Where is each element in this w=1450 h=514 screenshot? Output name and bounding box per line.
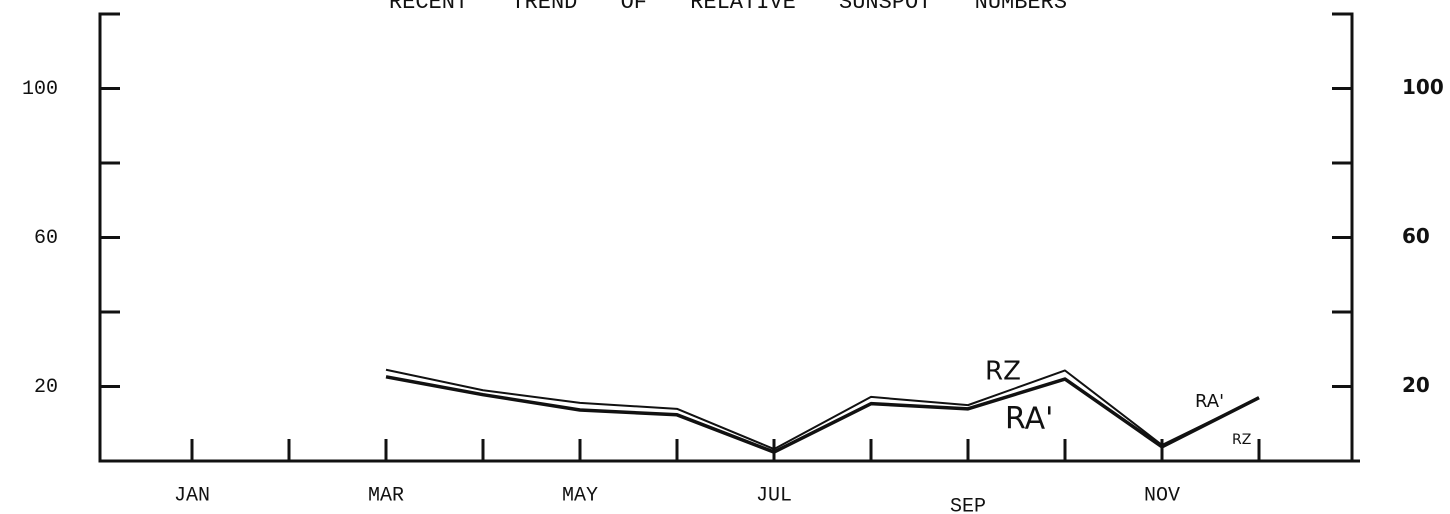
chart-title: RECENT TREND OF RELATIVE SUNSPOT NUMBERS	[389, 0, 1067, 15]
x-tick-label: JUL	[756, 484, 792, 507]
left-axis	[98, 12, 1360, 463]
annotation: RA'	[1195, 391, 1224, 412]
x-tick-label: NOV	[1144, 484, 1180, 507]
y-tick-label: 20	[34, 376, 58, 399]
x-tick-label: JAN	[174, 484, 210, 507]
annotation: RA'	[1005, 402, 1053, 437]
series-line	[385, 375, 1260, 454]
annotation: RZ	[985, 357, 1021, 387]
x-tick-label: MAY	[562, 484, 598, 507]
y2-tick-label: 60	[1402, 224, 1430, 248]
x-tick-label: SEP	[950, 495, 986, 514]
y-tick-label: 60	[34, 227, 58, 250]
annotation: RZ	[1232, 432, 1251, 448]
series-line	[385, 368, 1260, 451]
y-tick-label: 100	[22, 78, 58, 101]
y2-tick-label: 20	[1402, 373, 1430, 397]
x-tick-label: MAR	[368, 484, 404, 507]
y2-tick-label: 100	[1402, 75, 1444, 99]
